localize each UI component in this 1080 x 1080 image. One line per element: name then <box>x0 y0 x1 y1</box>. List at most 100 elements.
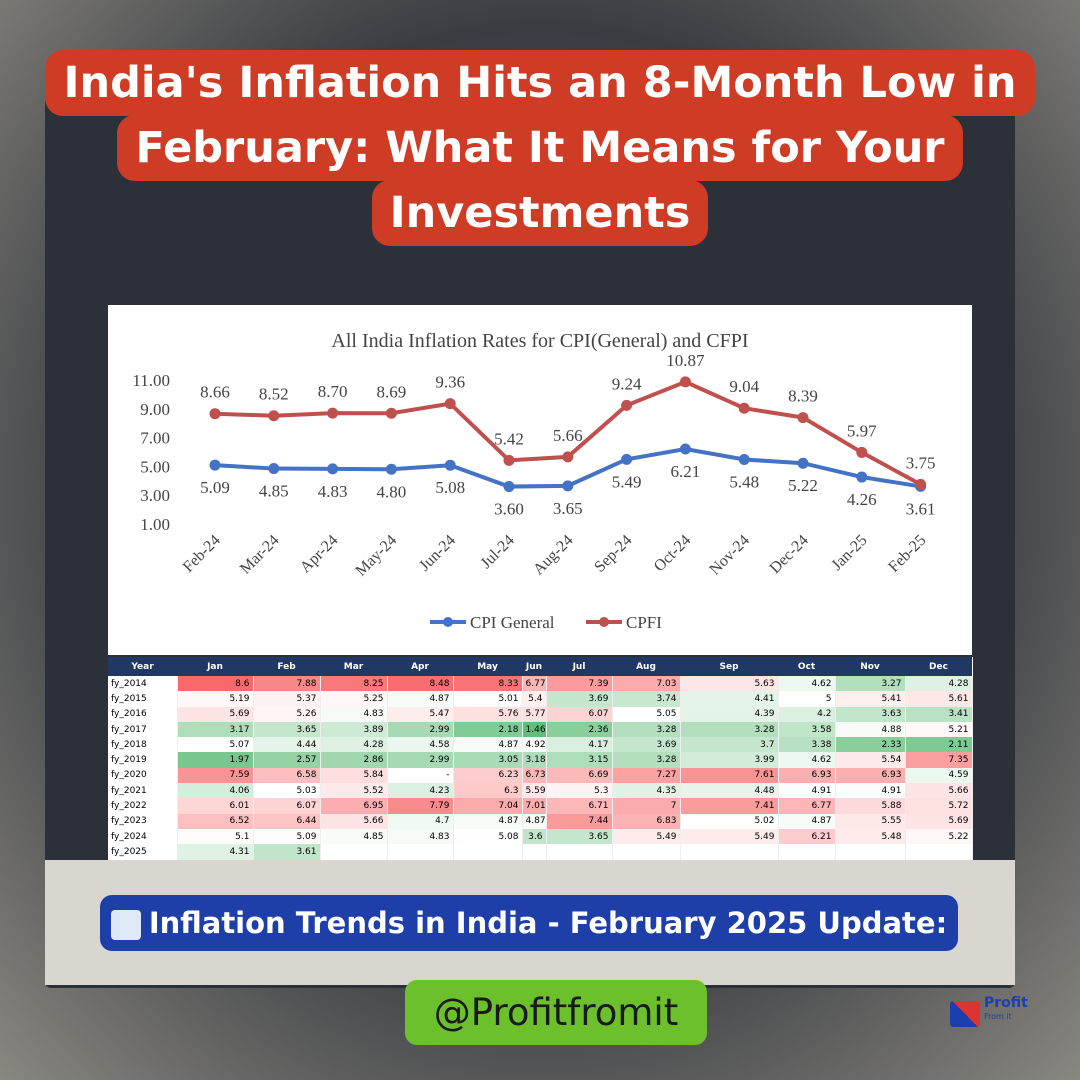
data-point <box>444 459 456 471</box>
value-cell: 5.07 <box>177 737 254 753</box>
value-cell: 4.7 <box>387 813 454 829</box>
value-cell: 7.59 <box>177 767 254 784</box>
table-row: fy_2016 5.69 5.26 4.83 5.47 5.76 5.77 6.07 5.05 4… <box>108 706 973 722</box>
value-cell: 3.69 <box>612 737 681 753</box>
value-cell <box>546 844 613 860</box>
x-tick-label: Apr-24 <box>297 532 341 576</box>
value-cell: 2.33 <box>835 737 906 753</box>
value-cell: 7.35 <box>905 752 973 768</box>
value-cell: 4.58 <box>387 737 454 753</box>
chart-icon <box>110 910 141 940</box>
value-cell: 3.65 <box>253 721 321 738</box>
value-cell: 5.3 <box>546 783 613 799</box>
y-tick-label: 3.00 <box>140 486 170 505</box>
value-cell <box>522 844 547 860</box>
value-cell: 6.44 <box>253 813 321 829</box>
data-label: 3.60 <box>494 500 524 519</box>
value-cell: 7.61 <box>680 767 779 784</box>
value-cell: 5.55 <box>835 813 906 829</box>
value-cell: 5.26 <box>253 706 321 722</box>
value-cell: 2.86 <box>320 752 388 768</box>
value-cell: 3.63 <box>835 706 906 722</box>
value-cell: 4.48 <box>680 783 779 799</box>
value-cell: 4.23 <box>387 783 454 799</box>
value-cell: 5.01 <box>453 691 523 707</box>
column-header: Jan <box>177 657 253 676</box>
x-tick-label: May-24 <box>352 532 400 580</box>
year-cell: fy_2016 <box>108 706 178 722</box>
legend-marker <box>443 617 453 627</box>
table-row: fy_2025 4.31 3.61 <box>108 844 973 860</box>
value-cell: 5 <box>778 691 836 707</box>
y-tick-label: 7.00 <box>140 429 170 448</box>
value-cell: 7.79 <box>387 798 454 814</box>
value-cell: 4.83 <box>387 828 454 845</box>
data-point <box>621 453 633 465</box>
value-cell: 6.21 <box>778 828 836 845</box>
data-label: 5.42 <box>494 429 524 448</box>
year-cell: fy_2014 <box>108 676 178 692</box>
value-cell: 3.28 <box>612 752 681 768</box>
data-label: 9.04 <box>729 377 759 396</box>
value-cell: 3.17 <box>177 721 254 738</box>
data-point <box>679 376 691 388</box>
y-tick-label: 11.00 <box>132 371 170 390</box>
value-cell: 3.99 <box>680 752 779 768</box>
value-cell: 4.87 <box>387 691 454 707</box>
value-cell: 3.7 <box>680 737 779 753</box>
value-cell: 5.63 <box>680 676 779 692</box>
value-cell: 5.66 <box>905 783 973 799</box>
value-cell <box>835 844 906 860</box>
value-cell: 5.54 <box>835 752 906 768</box>
value-cell: 6.93 <box>778 767 836 784</box>
data-label: 8.39 <box>788 387 818 406</box>
value-cell: 5.08 <box>453 828 523 845</box>
year-cell: fy_2015 <box>108 691 178 707</box>
column-header: Nov <box>835 657 905 676</box>
value-cell: 5.22 <box>905 828 973 845</box>
value-cell: 4.62 <box>778 752 836 768</box>
logo-subtext: From it <box>984 1012 1012 1021</box>
data-label: 5.08 <box>435 478 465 497</box>
y-tick-label: 9.00 <box>140 400 170 419</box>
value-cell: 7.88 <box>253 676 321 692</box>
legend-label: CPI General <box>470 613 555 632</box>
value-cell: 5.05 <box>612 706 681 722</box>
value-cell: 5.69 <box>177 706 254 722</box>
data-point <box>915 478 927 490</box>
column-header: Feb <box>253 657 320 676</box>
value-cell: 3.18 <box>522 752 547 768</box>
table-row: fy_2024 5.1 5.09 4.85 4.83 5.08 3.6 3.65 5.49 5.4… <box>108 828 973 845</box>
value-cell: 5.49 <box>612 828 681 845</box>
value-cell: 5.84 <box>320 767 388 784</box>
data-point <box>268 463 280 475</box>
data-label: 4.26 <box>847 490 877 509</box>
value-cell: 3.28 <box>680 721 779 738</box>
data-point <box>562 480 574 492</box>
value-cell: 5.69 <box>905 813 973 829</box>
data-point <box>327 463 339 475</box>
value-cell <box>453 844 523 860</box>
value-cell: 3.89 <box>320 721 388 738</box>
value-cell: 3.6 <box>522 828 547 845</box>
column-header: Mar <box>320 657 387 676</box>
value-cell: 4.88 <box>835 721 906 738</box>
value-cell: 5.49 <box>680 828 779 845</box>
value-cell: 8.25 <box>320 676 388 692</box>
x-tick-label: Jan-25 <box>828 532 870 574</box>
table-row: fy_2023 6.52 6.44 5.66 4.7 4.87 4.87 7.44 6.83 5.… <box>108 813 973 829</box>
data-label: 4.80 <box>377 482 407 501</box>
legend-marker <box>599 617 609 627</box>
data-label: 8.69 <box>377 382 407 401</box>
data-point <box>385 463 397 475</box>
value-cell: 4.41 <box>680 691 779 707</box>
year-cell: fy_2017 <box>108 721 178 738</box>
data-label: 8.66 <box>200 383 230 402</box>
year-cell: fy_2021 <box>108 783 178 799</box>
value-cell: 5.19 <box>177 691 254 707</box>
data-label: 3.65 <box>553 499 583 518</box>
value-cell: 4.06 <box>177 783 254 799</box>
value-cell: 5.72 <box>905 798 973 814</box>
data-point <box>856 446 868 458</box>
